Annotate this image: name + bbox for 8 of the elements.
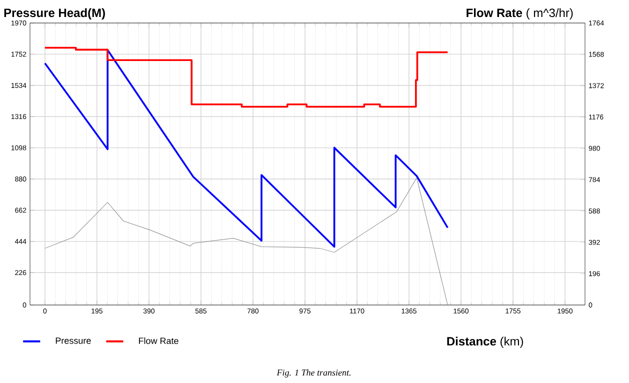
y-axis-title: Pressure Head(M) [4,8,105,20]
y2-axis-title: Flow Rate ( m^3/hr) [466,8,573,20]
line-series [44,177,448,305]
line-series [44,49,449,248]
legend-label: Pressure [56,338,91,344]
x-axis-title: Distance (km) [447,336,524,348]
caption: Fig. 1 The transient. [276,369,350,378]
legend-label: Flow Rate [138,337,178,344]
